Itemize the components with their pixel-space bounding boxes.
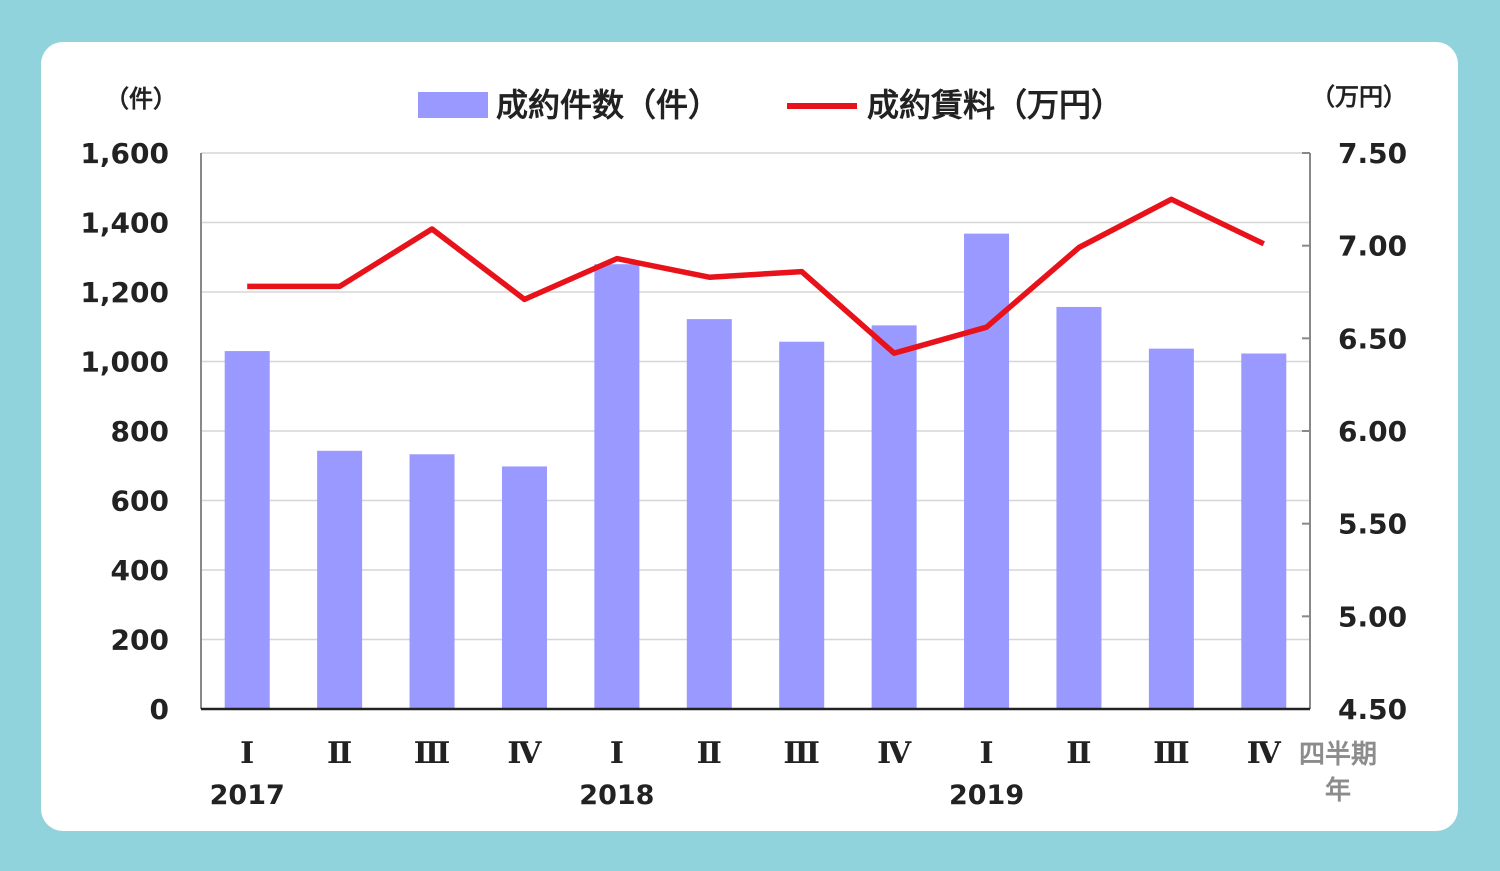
- x-axis-quarter-name: 四半期: [1299, 740, 1377, 770]
- axes: [200, 152, 1311, 711]
- left-tick-label: 400: [111, 554, 169, 587]
- legend-bar-swatch: [418, 92, 488, 118]
- bar: [1241, 353, 1287, 709]
- left-tick-label: 1,400: [80, 207, 169, 240]
- right-tick-label: 7.50: [1338, 137, 1407, 170]
- right-tick-label: 7.00: [1338, 230, 1407, 263]
- legend-line-label: 成約賃料（万円）: [867, 86, 1123, 124]
- bar: [1148, 348, 1194, 709]
- quarter-label: Ⅰ: [610, 736, 624, 771]
- bar: [1056, 306, 1102, 709]
- x-axis-labels: Ⅰ Ⅱ Ⅲ Ⅳ Ⅰ Ⅱ Ⅲ Ⅳ Ⅰ Ⅱ Ⅲ Ⅳ 2017 2018 2019: [210, 736, 1282, 811]
- right-tick-label: 6.00: [1338, 415, 1407, 448]
- left-tick-label: 1,600: [80, 137, 169, 170]
- quarter-label: Ⅳ: [1247, 736, 1282, 771]
- quarter-label: Ⅳ: [877, 736, 912, 771]
- quarter-label: Ⅱ: [327, 736, 352, 771]
- right-axis-unit: （万円）: [1311, 83, 1407, 111]
- quarter-label: Ⅰ: [240, 736, 254, 771]
- bar: [871, 325, 917, 709]
- right-tick-label: 6.50: [1338, 322, 1407, 355]
- right-tick-label: 5.50: [1338, 508, 1407, 541]
- x-axis-year-name: 年: [1325, 775, 1351, 806]
- legend: 成約件数（件） 成約賃料（万円）: [418, 86, 1123, 124]
- bar: [317, 450, 363, 709]
- left-tick-label: 1,000: [80, 346, 169, 379]
- year-label: 2017: [210, 780, 285, 811]
- year-label: 2018: [579, 780, 654, 811]
- quarter-label: Ⅱ: [697, 736, 722, 771]
- bar: [964, 233, 1010, 709]
- left-tick-label: 0: [150, 693, 169, 726]
- right-tick-label: 4.50: [1338, 693, 1407, 726]
- chart-card: 0 200 400 600 800 1,000 1,200 1,400 1,600 4.50 5.…: [41, 42, 1458, 831]
- bar: [594, 264, 640, 709]
- left-tick-label: 200: [111, 624, 169, 657]
- chart: 0 200 400 600 800 1,000 1,200 1,400 1,600 4.50 5.…: [80, 83, 1407, 811]
- line-series: [247, 196, 1265, 356]
- quarter-label: Ⅲ: [1153, 736, 1190, 771]
- quarter-label: Ⅲ: [783, 736, 820, 771]
- gridlines: [201, 152, 1310, 641]
- year-label: 2019: [949, 780, 1024, 811]
- right-axis-ticks: 4.50 5.00 5.50 6.00 6.50 7.00 7.50: [1338, 137, 1407, 726]
- left-tick-label: 800: [111, 415, 169, 448]
- right-tick-label: 5.00: [1338, 600, 1407, 633]
- bar: [686, 319, 732, 709]
- bar: [501, 466, 547, 709]
- left-tick-label: 600: [111, 485, 169, 518]
- bar: [224, 351, 270, 709]
- left-axis-unit: （件）: [105, 85, 177, 113]
- rent-line: [247, 196, 1265, 356]
- quarter-label: Ⅰ: [980, 736, 994, 771]
- legend-bar-label: 成約件数（件）: [496, 86, 720, 124]
- quarter-label: Ⅳ: [507, 736, 542, 771]
- quarter-label: Ⅲ: [414, 736, 451, 771]
- left-axis-ticks: 0 200 400 600 800 1,000 1,200 1,400 1,600: [80, 137, 169, 726]
- bar: [409, 454, 455, 709]
- bar-series: [224, 233, 1287, 709]
- left-tick-label: 1,200: [80, 276, 169, 309]
- bar: [779, 341, 825, 709]
- quarter-label: Ⅱ: [1066, 736, 1091, 771]
